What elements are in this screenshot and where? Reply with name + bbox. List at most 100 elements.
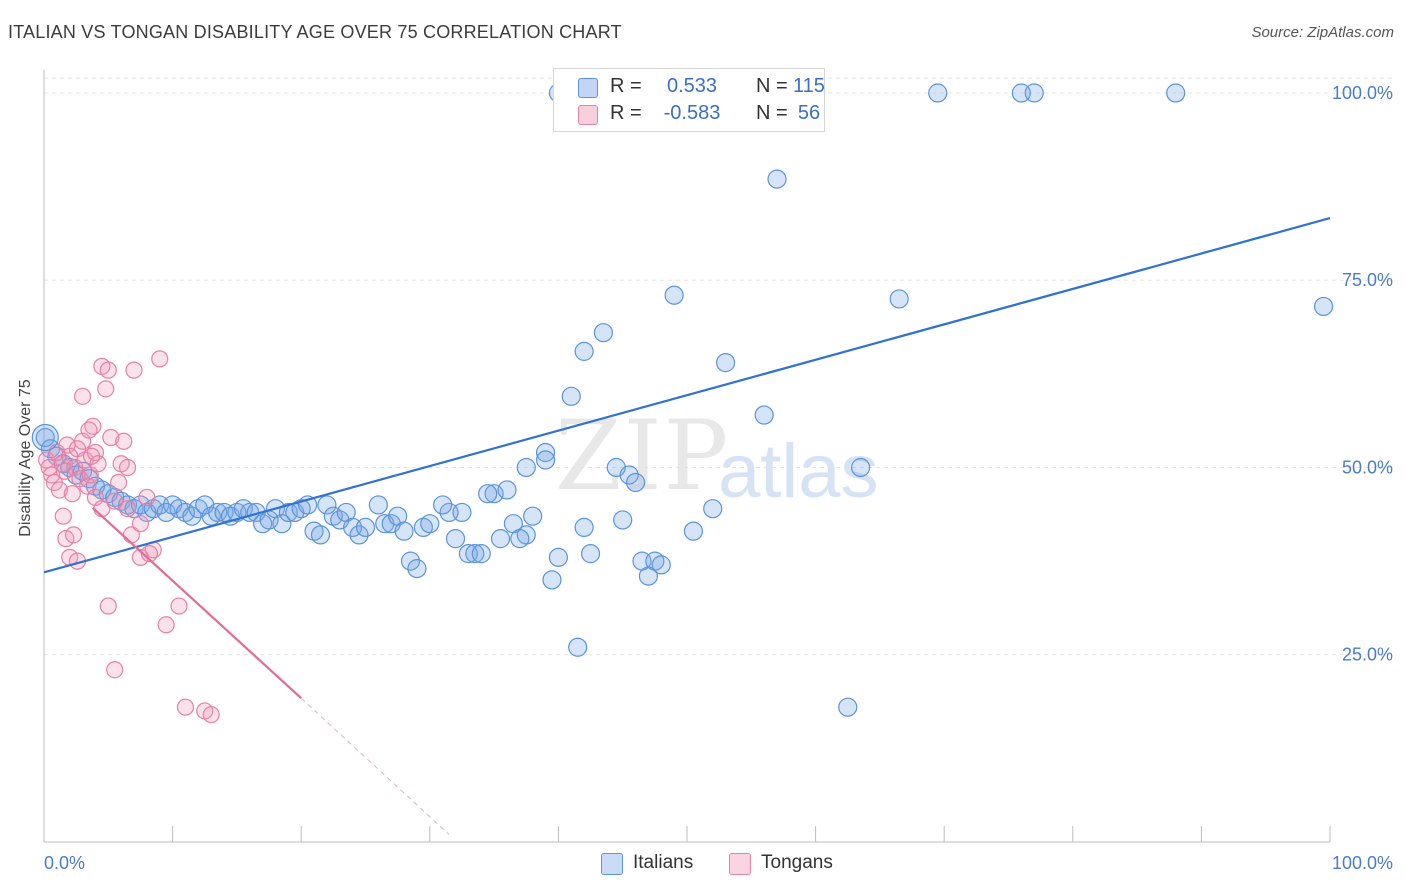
italians-point — [568, 637, 588, 657]
italians-point — [651, 555, 671, 575]
tongans-point — [131, 515, 150, 533]
y-tick-label: 100.0% — [1332, 83, 1393, 103]
italians-point — [516, 457, 536, 478]
italians-point — [889, 289, 909, 309]
italians-point — [1313, 296, 1334, 317]
italians-point — [310, 525, 331, 545]
italians-point — [838, 697, 858, 717]
r-label: R = — [610, 102, 642, 124]
italians-point — [394, 521, 414, 541]
tongans-point — [55, 462, 74, 480]
watermark-zip: ZIP — [555, 400, 731, 512]
tongans-point — [170, 597, 188, 615]
italians-point — [465, 544, 485, 564]
italians-point — [548, 547, 569, 567]
italians-point — [619, 465, 639, 485]
watermark-atlas: atlas — [718, 429, 879, 514]
italians-point — [561, 386, 581, 406]
n-value: 56 — [797, 102, 821, 124]
tongans-trendline — [92, 507, 302, 700]
tongans-point — [109, 473, 128, 492]
r-value: -0.583 — [663, 102, 721, 124]
italians-point — [478, 484, 498, 504]
italians-point — [182, 506, 202, 526]
italians-point — [574, 517, 594, 538]
italians-point — [535, 450, 556, 470]
x-tick-label: 100.0% — [1332, 853, 1393, 873]
italians-legend-swatch — [601, 853, 623, 875]
italians-point — [208, 502, 228, 523]
tongans-point — [176, 698, 195, 716]
italians-swatch — [578, 78, 598, 98]
r-label: R = — [610, 75, 642, 97]
tongans-point — [102, 428, 120, 447]
italians-point — [156, 502, 176, 523]
italians-point — [433, 495, 453, 515]
tongans-point — [82, 447, 101, 465]
italians-point — [31, 423, 59, 452]
italians-point — [664, 285, 684, 305]
chart-title: ITALIAN VS TONGAN DISABILITY AGE OVER 75… — [8, 22, 622, 42]
n-label: N = — [756, 75, 788, 97]
italians-point — [317, 495, 337, 515]
italians-point — [490, 529, 511, 549]
y-tick-label: 25.0% — [1342, 645, 1393, 665]
n-label: N = — [756, 102, 788, 124]
tongans-point — [80, 421, 98, 439]
tongans-point — [106, 492, 124, 510]
italians-point — [754, 405, 774, 425]
tongans-point — [202, 706, 220, 724]
italians-point — [593, 323, 614, 343]
tongans-legend-label: Tongans — [761, 852, 833, 873]
italians-point — [1166, 83, 1186, 103]
tongans-point — [115, 432, 133, 450]
tongans-point — [157, 616, 175, 634]
italians-point — [703, 499, 723, 519]
italians-point — [535, 442, 556, 463]
italians-point — [278, 502, 298, 523]
tongans-point — [97, 380, 115, 398]
italians-point — [542, 570, 562, 590]
tongans-point — [118, 500, 137, 518]
y-tick-label: 75.0% — [1342, 270, 1393, 290]
italians-point — [928, 83, 948, 103]
tongans-point — [125, 361, 143, 379]
italians-point — [272, 514, 292, 534]
italians-point — [613, 510, 633, 530]
y-tick-label: 50.0% — [1342, 457, 1393, 477]
r-value: 0.533 — [666, 75, 718, 97]
italians-point — [452, 502, 472, 523]
italians-point — [580, 544, 601, 564]
tongans-point — [99, 597, 117, 615]
source-label: Source: ZipAtlas.com — [1251, 24, 1394, 41]
italians-point — [349, 525, 369, 545]
italians-point — [471, 544, 491, 564]
italians-trendline — [43, 217, 1331, 574]
italians-point — [400, 551, 421, 571]
tongans-point — [63, 485, 81, 503]
n-value: 115 — [793, 75, 825, 97]
italians-point — [574, 341, 594, 361]
italians-point — [715, 353, 736, 373]
tongans-point — [93, 500, 111, 518]
tongans-trendline-extension — [300, 697, 450, 835]
tongans-point — [118, 458, 137, 477]
tongans-point — [54, 507, 72, 525]
italians-point — [1024, 83, 1044, 103]
italians-point — [767, 169, 787, 189]
italians-point — [523, 506, 543, 526]
italians-point — [420, 514, 440, 534]
tongans-point — [50, 481, 69, 499]
italians-point — [851, 457, 871, 478]
tongans-point — [106, 661, 124, 679]
tongans-point — [151, 350, 169, 368]
italians-point — [407, 559, 427, 579]
x-tick-label: 0.0% — [44, 853, 85, 873]
italians-point — [625, 472, 646, 493]
stats-legend: R = 0.533 N = 115 R = -0.583 N = 56 — [553, 68, 825, 132]
tongans-point — [64, 526, 83, 544]
italians-point — [510, 529, 530, 549]
italians-point — [484, 484, 504, 504]
tongans-point — [138, 488, 156, 507]
